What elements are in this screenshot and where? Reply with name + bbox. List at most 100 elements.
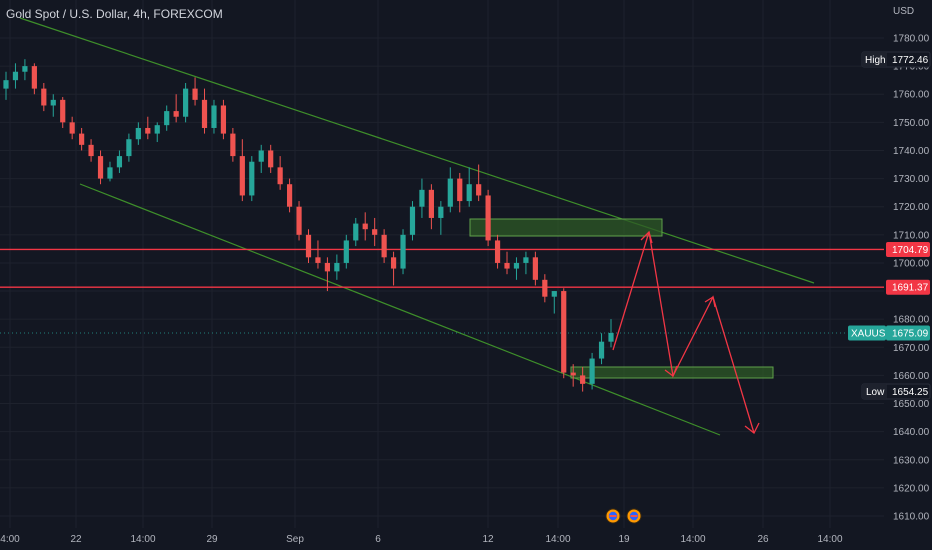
horizontal-levels — [0, 248, 884, 288]
arrow-head-1 — [640, 230, 653, 244]
candle-body — [589, 358, 595, 384]
supply-zone — [469, 218, 663, 237]
candle-body — [79, 133, 85, 145]
candle-body — [201, 99, 208, 128]
x-tick-label: 14:00 — [545, 534, 570, 545]
y-tick-label: 1780.00 — [893, 34, 930, 45]
candle-body — [230, 133, 236, 157]
level-tag-1691: 1691.37 — [892, 283, 929, 294]
y-tick-label: 1720.00 — [893, 202, 930, 213]
high-label: High — [865, 55, 886, 66]
candle-body — [561, 291, 567, 373]
y-tick-label: 1700.00 — [893, 258, 930, 269]
candle-body — [239, 156, 245, 196]
x-tick-label: 14:00 — [817, 534, 842, 545]
candle-body — [12, 71, 19, 81]
candle-body — [173, 111, 179, 117]
candlestick-series — [3, 59, 614, 392]
candle-body — [608, 332, 614, 342]
candle-body — [532, 257, 538, 280]
candle-body — [286, 184, 293, 207]
arrow-head-3 — [704, 295, 716, 308]
candle-body — [438, 206, 444, 218]
candle-body — [305, 234, 312, 258]
currency-label: USD — [893, 6, 914, 17]
x-tick-label: 29 — [206, 534, 218, 545]
candle-body — [494, 240, 501, 263]
y-tick-label: 1610.00 — [893, 512, 930, 523]
x-tick-label: 6 — [375, 534, 381, 545]
candle-body — [107, 167, 113, 179]
candle-body — [551, 291, 557, 297]
candle-body — [3, 80, 9, 89]
grid-lines — [0, 0, 884, 528]
candle-body — [466, 184, 472, 202]
arrow-head-2 — [664, 365, 678, 378]
y-tick-label: 1620.00 — [893, 483, 930, 494]
candle-body — [315, 257, 321, 263]
candle-body — [400, 234, 406, 269]
candle-body — [277, 167, 283, 185]
y-tick-label: 1670.00 — [893, 343, 930, 354]
candle-body — [390, 257, 397, 269]
x-tick-label: 14:00 — [680, 534, 705, 545]
y-tick-label: 1750.00 — [893, 118, 930, 129]
candle-body — [135, 127, 141, 140]
x-tick-label: Sep — [286, 534, 304, 545]
candle-body — [154, 125, 160, 134]
high-label-bg — [862, 52, 887, 67]
y-tick-label: 1730.00 — [893, 174, 930, 185]
candle-body — [362, 223, 368, 230]
candle-body — [22, 66, 28, 72]
economic-events[interactable] — [605, 508, 642, 524]
candle-body — [334, 262, 340, 272]
candle-body — [50, 99, 56, 106]
candle-body — [296, 206, 302, 235]
x-tick-label: 12 — [482, 534, 494, 545]
channel-upper-line — [19, 17, 815, 284]
candle-body — [164, 111, 170, 126]
candle-body — [353, 223, 359, 241]
low-label-bg — [862, 384, 887, 399]
price-tags: High 1772.46 1704.79 1691.37 XAUUSD 1675… — [848, 51, 931, 400]
time-axis[interactable]: 4:00 22 14:00 29 Sep 6 12 14:00 19 14:00 26 14:00 — [0, 534, 843, 545]
symbol-tag-bg — [848, 325, 886, 341]
y-tick-label: 1650.00 — [893, 399, 930, 410]
forecast-path — [612, 230, 760, 434]
candle-body — [249, 161, 255, 196]
low-value: 1654.25 — [892, 387, 929, 398]
last-price-tag-bg — [886, 325, 930, 341]
candle-body — [192, 88, 198, 100]
candle-body — [324, 262, 331, 272]
y-tick-label: 1680.00 — [893, 315, 930, 326]
candle-body — [220, 105, 227, 134]
candle-body — [343, 240, 349, 263]
candle-body — [211, 105, 217, 128]
x-tick-label: 14:00 — [130, 534, 155, 545]
candle-body — [580, 375, 586, 384]
candle-body — [409, 206, 416, 235]
candle-body — [428, 189, 434, 218]
candle-body — [145, 127, 151, 134]
candle-body — [60, 99, 66, 123]
x-tick-label: 19 — [618, 534, 630, 545]
channel-lower-line — [79, 183, 721, 436]
x-tick-label: 22 — [70, 534, 82, 545]
x-tick-label: 26 — [757, 534, 769, 545]
y-tick-label: 1760.00 — [893, 90, 930, 101]
candle-body — [485, 195, 491, 241]
symbol-tag: XAUUSD — [851, 328, 893, 339]
candle-body — [476, 184, 482, 196]
us-flag-stripes — [609, 515, 617, 517]
x-tick-label: 4:00 — [0, 534, 20, 545]
candle-body — [126, 139, 132, 157]
candle-body — [419, 189, 425, 207]
candle-body — [570, 372, 576, 376]
candle-body — [41, 88, 47, 106]
candle-body — [88, 144, 94, 157]
y-tick-label: 1740.00 — [893, 146, 930, 157]
y-tick-label: 1710.00 — [893, 230, 930, 241]
high-value: 1772.46 — [892, 55, 929, 66]
